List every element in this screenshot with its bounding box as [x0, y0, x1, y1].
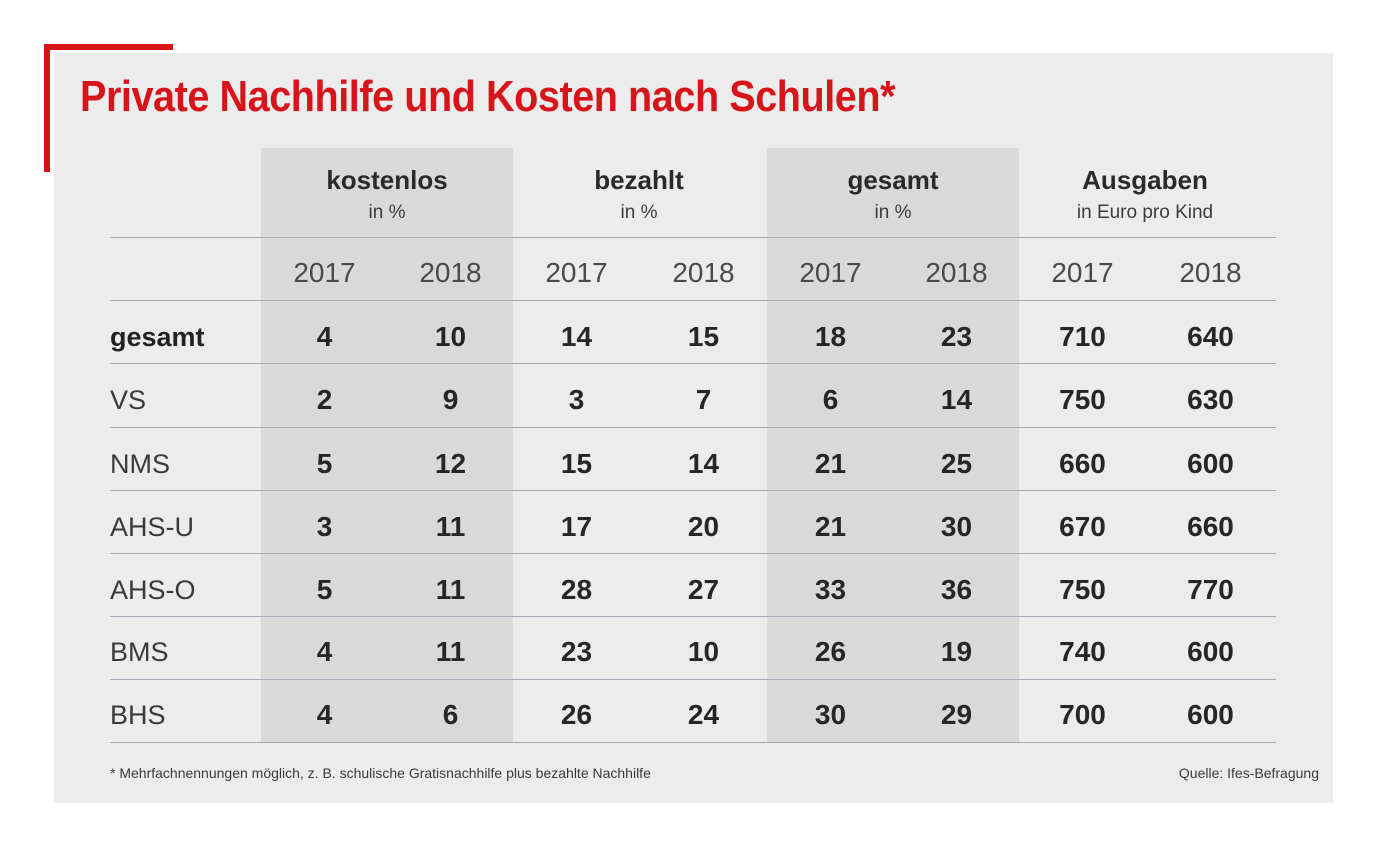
table-cell: 23 — [940, 321, 973, 352]
table-cell: 26 — [560, 699, 593, 730]
row-label: BHS — [110, 700, 166, 730]
table-cell: 750 — [1059, 574, 1106, 605]
table-cell: 14 — [940, 384, 973, 415]
year-column-header: 2018 — [672, 257, 735, 288]
column-group-header: Ausgaben — [1082, 165, 1208, 195]
row-label: gesamt — [110, 322, 205, 352]
table-cell: 12 — [434, 448, 467, 479]
column-group-unit: in % — [874, 202, 912, 223]
table-cell: 660 — [1059, 448, 1106, 479]
table-cell: 3 — [316, 511, 333, 542]
table-cell: 27 — [687, 574, 720, 605]
column-group-unit: in % — [620, 202, 658, 223]
source-note: Quelle: Ifes-Befragung — [1178, 765, 1319, 781]
table-cell: 19 — [940, 636, 973, 667]
table-cell: 24 — [687, 699, 720, 730]
row-divider — [110, 679, 1276, 680]
chart-title: Private Nachhilfe und Kosten nach Schule… — [80, 72, 896, 121]
table-cell: 630 — [1187, 384, 1234, 415]
table-cell: 6 — [442, 699, 459, 730]
row-divider — [110, 742, 1276, 743]
table-cell: 710 — [1059, 321, 1106, 352]
table-cell: 17 — [560, 511, 593, 542]
table-cell: 25 — [940, 448, 973, 479]
table-cell: 5 — [316, 448, 333, 479]
table-cell: 28 — [560, 574, 593, 605]
accent-bar-horizontal — [44, 44, 173, 50]
table-cell: 21 — [814, 511, 847, 542]
table-cell: 740 — [1059, 636, 1106, 667]
row-label: AHS-O — [110, 575, 196, 605]
table-cell: 21 — [814, 448, 847, 479]
table-cell: 700 — [1059, 699, 1106, 730]
table-cell: 14 — [687, 448, 720, 479]
accent-bar-vertical — [44, 44, 50, 172]
table-cell: 36 — [940, 574, 973, 605]
row-label: VS — [110, 385, 147, 415]
row-divider — [110, 300, 1276, 301]
table-cell: 7 — [695, 384, 712, 415]
table-cell: 10 — [687, 636, 720, 667]
table-cell: 5 — [316, 574, 333, 605]
column-group-unit: in % — [368, 202, 406, 223]
table-cell: 770 — [1187, 574, 1234, 605]
table-cell: 15 — [687, 321, 720, 352]
table-cell: 11 — [435, 636, 466, 667]
table-cell: 600 — [1187, 699, 1234, 730]
table-cell: 660 — [1187, 511, 1234, 542]
year-column-header: 2018 — [1179, 257, 1242, 288]
table-cell: 33 — [814, 574, 847, 605]
year-column-header: 2017 — [293, 257, 356, 288]
table-cell: 640 — [1187, 321, 1234, 352]
year-column-header: 2017 — [1051, 257, 1114, 288]
column-group-unit: in Euro pro Kind — [1076, 202, 1214, 223]
table-cell: 9 — [442, 384, 459, 415]
table-cell: 600 — [1187, 448, 1234, 479]
table-cell: 11 — [435, 574, 466, 605]
table-cell: 18 — [814, 321, 847, 352]
footnote: * Mehrfachnennungen möglich, z. B. schul… — [110, 765, 651, 781]
row-divider — [110, 427, 1276, 428]
table-cell: 10 — [434, 321, 467, 352]
table-cell: 23 — [560, 636, 593, 667]
table-cell: 750 — [1059, 384, 1106, 415]
table-cell: 670 — [1059, 511, 1106, 542]
row-divider — [110, 553, 1276, 554]
band-gesamt — [767, 148, 1019, 742]
year-column-header: 2018 — [419, 257, 482, 288]
row-label: AHS-U — [110, 512, 195, 542]
table-cell: 2 — [316, 384, 333, 415]
year-column-header: 2017 — [799, 257, 862, 288]
table-cell: 20 — [687, 511, 720, 542]
band-kostenlos — [261, 148, 513, 742]
table-cell: 30 — [814, 699, 847, 730]
column-group-header: kostenlos — [326, 165, 448, 195]
column-group-header: gesamt — [847, 165, 939, 195]
year-column-header: 2018 — [925, 257, 988, 288]
row-divider — [110, 237, 1276, 238]
row-divider — [110, 363, 1276, 364]
row-label: BMS — [110, 637, 169, 667]
table-cell: 30 — [940, 511, 973, 542]
table-cell: 14 — [560, 321, 593, 352]
row-divider — [110, 616, 1276, 617]
table-cell: 4 — [316, 321, 333, 352]
table-cell: 6 — [822, 384, 839, 415]
table-cell: 4 — [316, 636, 333, 667]
row-divider — [110, 490, 1276, 491]
year-column-header: 2017 — [545, 257, 608, 288]
table-cell: 4 — [316, 699, 333, 730]
table-cell: 3 — [568, 384, 585, 415]
table-cell: 11 — [435, 511, 466, 542]
column-group-header: bezahlt — [594, 165, 684, 195]
table-cell: 15 — [560, 448, 593, 479]
table-cell: 26 — [814, 636, 847, 667]
row-label: NMS — [110, 449, 170, 479]
table-cell: 600 — [1187, 636, 1234, 667]
table-cell: 29 — [940, 699, 973, 730]
